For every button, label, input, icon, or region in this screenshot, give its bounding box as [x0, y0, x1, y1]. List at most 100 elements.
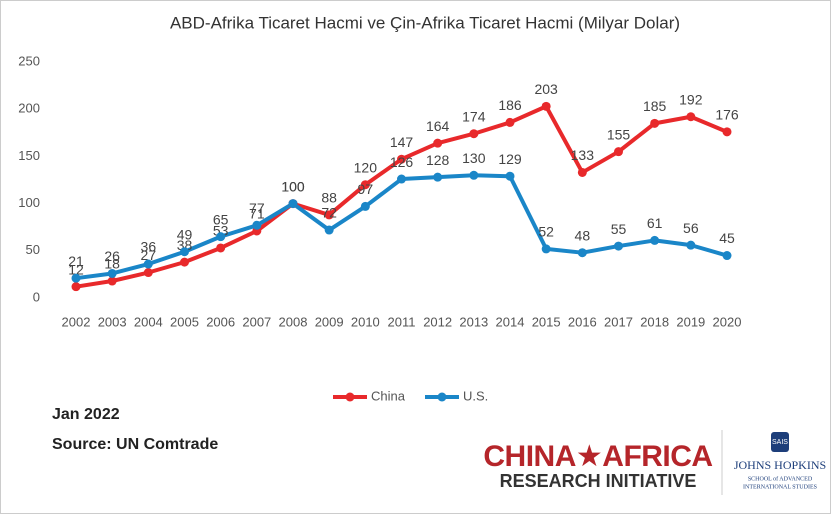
x-tick-label: 2005 [170, 314, 199, 329]
data-point [505, 171, 515, 181]
x-tick-label: 2017 [604, 314, 633, 329]
data-point [505, 117, 515, 127]
data-label: 88 [321, 190, 337, 206]
data-point [650, 118, 660, 128]
data-label: 27 [141, 247, 157, 263]
legend-label: China [371, 388, 406, 403]
logo-text: SAIS [772, 439, 788, 446]
data-point [577, 167, 587, 177]
x-tick-label: 2015 [532, 314, 561, 329]
data-point [143, 268, 153, 278]
data-label: 174 [462, 108, 486, 124]
data-label: 164 [426, 118, 450, 134]
data-label: 155 [607, 126, 631, 142]
data-point [686, 112, 696, 122]
data-label: 55 [611, 221, 627, 237]
data-label: 100 [281, 178, 305, 194]
data-point [216, 243, 226, 253]
y-tick-label: 250 [18, 53, 40, 68]
data-point [614, 147, 623, 157]
data-point [360, 201, 370, 211]
logo-badge [771, 432, 789, 452]
data-label: 72 [321, 205, 337, 221]
y-tick-label: 0 [33, 289, 40, 304]
legend-marker [345, 392, 355, 402]
data-point [650, 235, 660, 245]
data-point [469, 170, 479, 180]
data-label: 52 [538, 224, 554, 240]
y-tick-label: 100 [18, 195, 40, 210]
chart-title: ABD-Afrika Ticaret Hacmi ve Çin-Afrika T… [170, 13, 680, 32]
logo-text: JOHNS HOPKINS [734, 458, 826, 472]
data-label: 203 [534, 81, 558, 97]
data-label: 176 [715, 107, 739, 123]
data-label: 126 [390, 154, 414, 170]
logo-text: CHINA★AFRICA [483, 440, 712, 473]
data-label: 21 [68, 253, 84, 269]
data-point [71, 282, 81, 292]
data-label: 56 [683, 220, 699, 236]
data-label: 186 [498, 97, 522, 113]
data-point [324, 210, 334, 220]
x-tick-label: 2020 [713, 314, 742, 329]
data-label: 97 [358, 181, 374, 197]
data-label: 12 [68, 261, 84, 277]
data-point [469, 129, 479, 139]
data-label: 120 [354, 159, 378, 175]
x-tick-label: 2009 [315, 314, 344, 329]
x-tick-label: 2003 [98, 314, 127, 329]
data-point [577, 248, 587, 258]
data-label: 133 [571, 147, 595, 163]
data-point [180, 247, 189, 257]
x-tick-label: 2006 [206, 314, 235, 329]
data-point [397, 174, 406, 184]
x-tick-label: 2012 [423, 314, 452, 329]
y-tick-label: 200 [18, 101, 40, 116]
data-label: 71 [249, 206, 265, 222]
data-point [216, 232, 226, 242]
x-tick-label: 2018 [640, 314, 669, 329]
x-tick-label: 2011 [388, 314, 416, 329]
data-label: 36 [141, 239, 157, 255]
data-label: 45 [719, 230, 735, 246]
data-label: 61 [647, 215, 663, 231]
data-point [686, 240, 696, 250]
logo-text: INTERNATIONAL STUDIES [743, 484, 817, 490]
y-tick-label: 150 [18, 148, 40, 163]
y-tick-label: 50 [26, 242, 40, 257]
legend-marker [437, 392, 447, 402]
data-label: 185 [643, 98, 667, 114]
data-point [541, 101, 551, 111]
x-tick-label: 2019 [676, 314, 705, 329]
data-label: 65 [213, 211, 229, 227]
data-point [360, 180, 370, 190]
data-point [324, 225, 334, 235]
data-label: 26 [104, 248, 120, 264]
data-label: 100 [281, 178, 305, 194]
x-tick-label: 2007 [242, 314, 271, 329]
x-tick-label: 2004 [134, 314, 163, 329]
data-label: 49 [177, 226, 193, 242]
logo-text: RESEARCH INITIATIVE [500, 471, 697, 491]
x-tick-label: 2014 [496, 314, 525, 329]
x-tick-label: 2008 [279, 314, 308, 329]
logo-text: SCHOOL of ADVANCED [748, 475, 813, 482]
data-point [71, 273, 81, 283]
data-point [107, 268, 117, 278]
x-tick-label: 2002 [62, 314, 91, 329]
data-point [397, 154, 406, 164]
data-point [433, 172, 443, 182]
x-tick-label: 2016 [568, 314, 597, 329]
data-point [180, 257, 189, 267]
legend-label: U.S. [463, 388, 488, 403]
data-point [143, 259, 153, 269]
data-label: 147 [390, 134, 414, 150]
x-tick-label: 2013 [459, 314, 488, 329]
data-label: 18 [104, 256, 120, 272]
data-label: 48 [575, 227, 591, 243]
data-label: 38 [177, 237, 193, 253]
data-point [614, 241, 623, 251]
data-point [252, 220, 262, 230]
